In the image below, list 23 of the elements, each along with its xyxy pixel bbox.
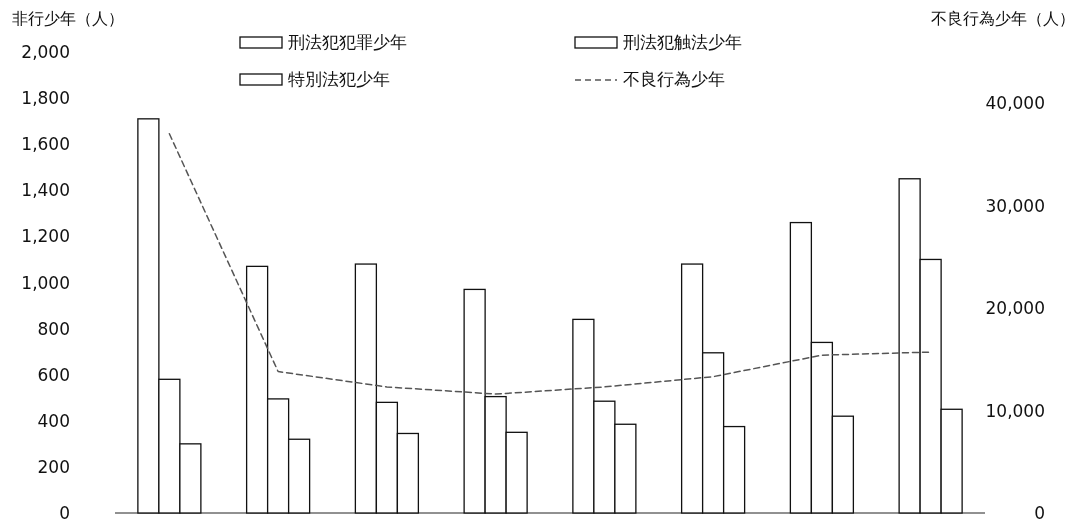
ylabel: 非行少年（人） <box>12 9 124 28</box>
ytick: 1,000 <box>21 272 70 293</box>
ytick: 200 <box>37 456 70 477</box>
ytick: 400 <box>37 410 70 431</box>
y2tick: 30,000 <box>985 195 1045 216</box>
ytick: 1,200 <box>21 226 70 247</box>
ytick: 600 <box>37 364 70 385</box>
legend-text: 不良行為少年 <box>623 69 725 89</box>
line-series <box>168 133 932 395</box>
y2tick: 10,000 <box>985 400 1045 421</box>
ytick: 1,800 <box>21 88 70 109</box>
y2tick: 0 <box>1034 503 1045 519</box>
ytick: 800 <box>37 318 70 339</box>
ytick: 2,000 <box>21 42 70 62</box>
ytick: 1,400 <box>21 180 70 201</box>
legend-text: 刑法犯触法少年 <box>623 32 742 52</box>
y2tick: 40,000 <box>985 93 1045 113</box>
ytick: 1,600 <box>21 134 70 155</box>
y2tick: 20,000 <box>985 298 1045 318</box>
legend-text: 刑法犯犯罪少年 <box>288 32 407 52</box>
y2label: 不良行為少年（人） <box>931 9 1075 28</box>
legend-text: 特別法犯少年 <box>288 69 390 89</box>
ytick: 0 <box>59 503 70 519</box>
